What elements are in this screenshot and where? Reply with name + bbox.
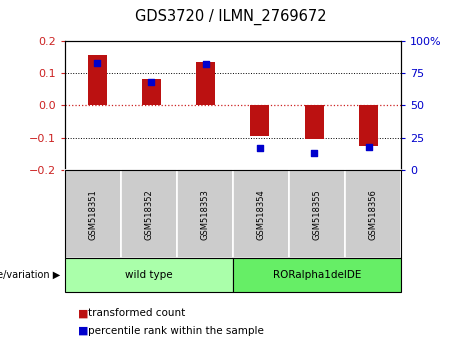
Text: GSM518351: GSM518351 (88, 189, 97, 240)
Bar (142, 79, 161, 105)
Text: ■: ■ (78, 326, 89, 336)
Text: GSM518355: GSM518355 (313, 189, 321, 240)
Point (311, 150, 318, 156)
Point (94, 60, 101, 65)
Text: ■: ■ (78, 308, 89, 318)
Text: genotype/variation ▶: genotype/variation ▶ (0, 270, 60, 280)
Point (202, 61, 209, 67)
Text: GSM518356: GSM518356 (368, 189, 378, 240)
Point (148, 79, 155, 85)
Text: RORalpha1delDE: RORalpha1delDE (273, 270, 361, 280)
Bar (359, 105, 378, 146)
Bar (305, 105, 324, 138)
Text: percentile rank within the sample: percentile rank within the sample (88, 326, 264, 336)
Text: GSM518353: GSM518353 (200, 189, 209, 240)
Bar (196, 62, 215, 105)
Text: GDS3720 / ILMN_2769672: GDS3720 / ILMN_2769672 (135, 8, 326, 25)
Text: GSM518352: GSM518352 (144, 189, 153, 240)
Text: GSM518354: GSM518354 (256, 189, 266, 240)
Bar (250, 105, 269, 136)
Point (256, 145, 264, 151)
Text: transformed count: transformed count (88, 308, 185, 318)
Text: wild type: wild type (125, 270, 172, 280)
Bar (88, 55, 106, 105)
Point (365, 144, 372, 149)
